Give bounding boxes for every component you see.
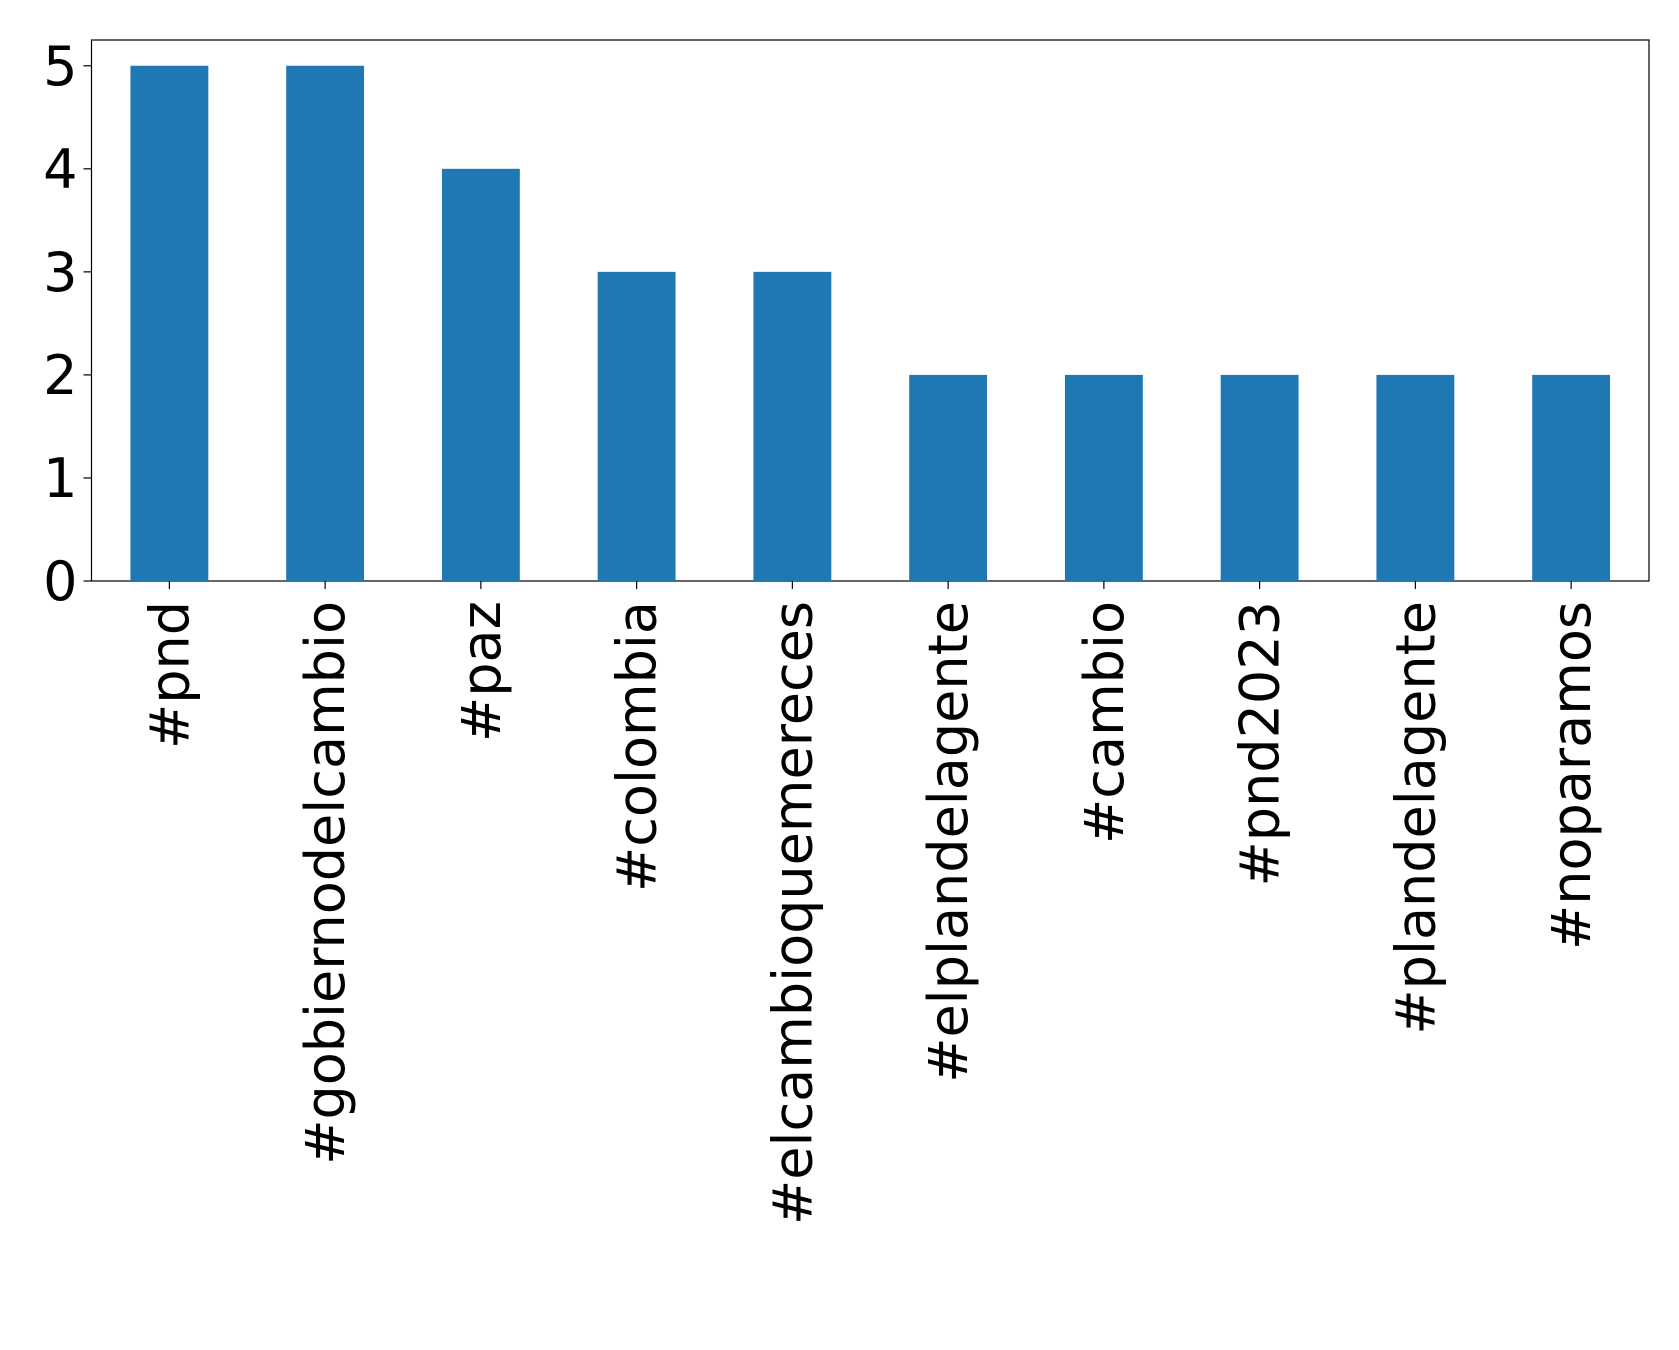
plot-frame bbox=[90, 39, 1650, 582]
bar bbox=[441, 168, 520, 582]
bar bbox=[909, 374, 988, 581]
x-tick-label: #pnd bbox=[138, 601, 201, 749]
y-tick-label: 3 bbox=[43, 241, 77, 304]
y-tick-label: 0 bbox=[43, 550, 77, 613]
bar bbox=[1064, 374, 1143, 581]
x-tick-label: #noparamos bbox=[1540, 601, 1603, 950]
bar bbox=[1220, 374, 1299, 581]
bar bbox=[1532, 374, 1611, 581]
bar bbox=[130, 65, 209, 581]
x-tick-label: #colombia bbox=[606, 601, 669, 892]
y-tick-label: 4 bbox=[43, 138, 77, 201]
x-tick-label: #plandelagente bbox=[1384, 601, 1447, 1035]
x-tick-label: #cambio bbox=[1073, 601, 1136, 844]
x-tick-label: #paz bbox=[450, 601, 513, 742]
bar bbox=[286, 65, 365, 581]
bar bbox=[1376, 374, 1455, 581]
bar bbox=[753, 271, 832, 581]
y-tick-label: 2 bbox=[43, 344, 77, 407]
x-tick-label: #elplandelagente bbox=[917, 601, 980, 1083]
x-tick-label: #pnd2023 bbox=[1229, 601, 1292, 886]
bar bbox=[597, 271, 676, 581]
x-tick-label: #elcambioquemereces bbox=[761, 601, 824, 1225]
y-tick-label: 1 bbox=[43, 447, 77, 510]
x-tick-label: #gobiernodelcambio bbox=[294, 601, 357, 1165]
y-tick-label: 5 bbox=[43, 35, 77, 98]
